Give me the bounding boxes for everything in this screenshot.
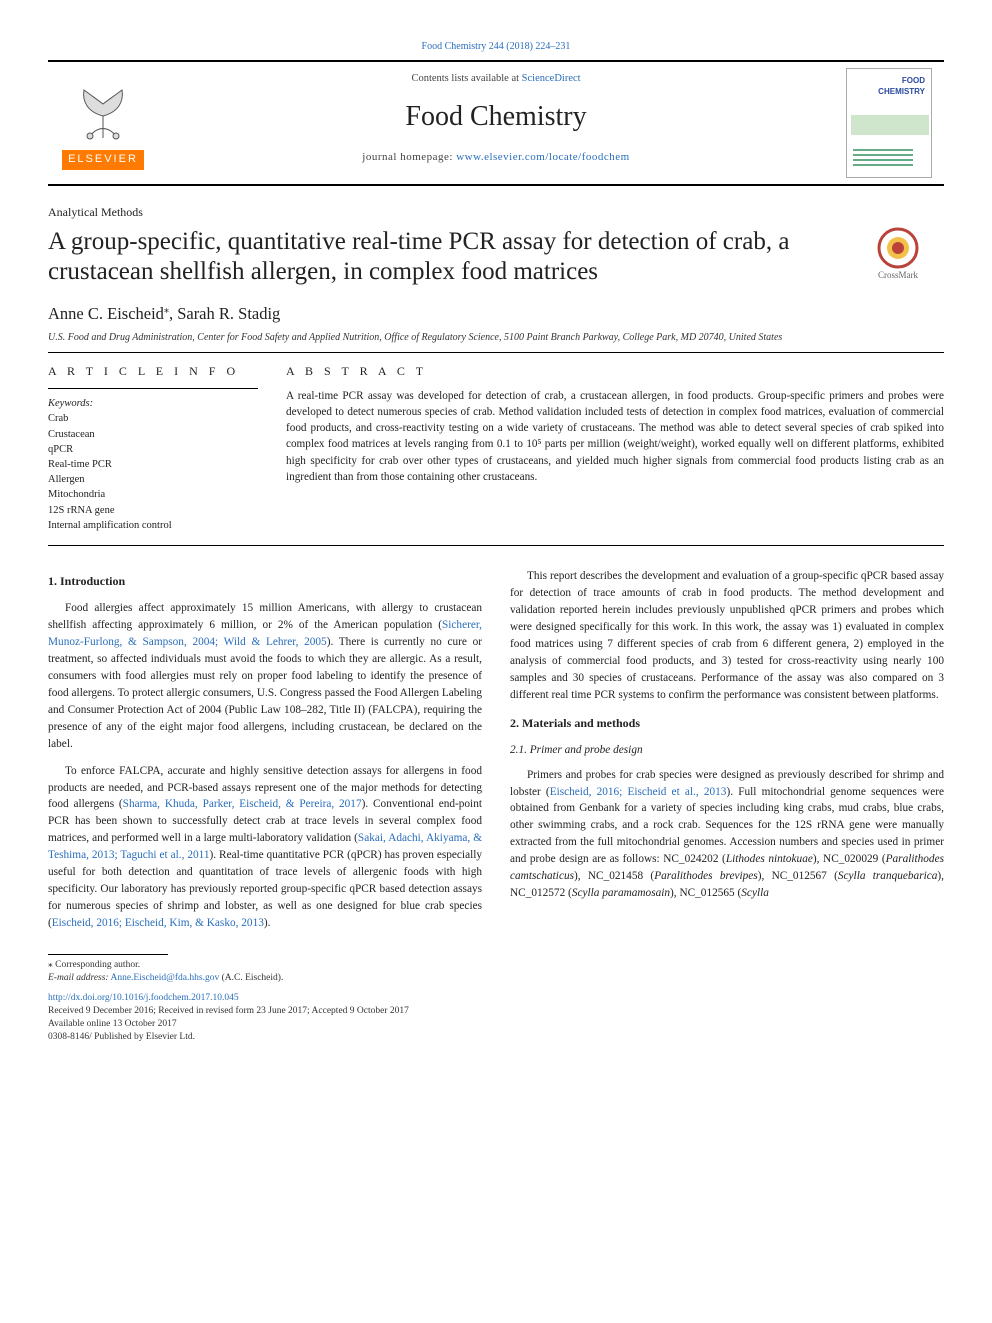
rule xyxy=(48,388,258,389)
email-line: E-mail address: Anne.Eischeid@fda.hhs.go… xyxy=(48,972,944,985)
email-label: E-mail address: xyxy=(48,973,109,983)
abstract-column: A B S T R A C T A real-time PCR assay wa… xyxy=(286,363,944,533)
contents-prefix: Contents lists available at xyxy=(411,73,521,84)
article-info-column: A R T I C L E I N F O Keywords: Crab Cru… xyxy=(48,363,258,533)
species-name: Scylla xyxy=(741,887,769,899)
footer-block: ⁎ Corresponding author. E-mail address: … xyxy=(48,954,944,1045)
authors-line: Anne C. Eischeid⁎, Sarah R. Stadig xyxy=(48,302,944,325)
cover-decoration-lines xyxy=(853,149,913,169)
body-paragraph: Primers and probes for crab species were… xyxy=(510,767,944,903)
running-head-link[interactable]: Food Chemistry 244 (2018) 224–231 xyxy=(422,41,571,52)
keyword-item: Internal amplification control xyxy=(48,518,258,533)
publisher-wordmark: ELSEVIER xyxy=(62,150,144,169)
corresponding-author-note: ⁎ Corresponding author. xyxy=(48,959,944,972)
keyword-item: Allergen xyxy=(48,472,258,487)
corresponding-email-link[interactable]: Anne.Eischeid@fda.hhs.gov xyxy=(110,973,219,983)
sciencedirect-link[interactable]: ScienceDirect xyxy=(522,73,581,84)
footnote-rule xyxy=(48,954,168,955)
keyword-item: Crab xyxy=(48,411,258,426)
journal-cover-cell: FOOD CHEMISTRY xyxy=(834,62,944,184)
keywords-list: Crab Crustacean qPCR Real-time PCR Aller… xyxy=(48,411,258,533)
crossmark-label: CrossMark xyxy=(878,269,918,282)
body-paragraph: This report describes the development an… xyxy=(510,568,944,704)
email-paren: (A.C. Eischeid). xyxy=(219,973,283,983)
cover-decoration xyxy=(851,115,929,135)
journal-homepage-line: journal homepage: www.elsevier.com/locat… xyxy=(166,150,826,165)
keyword-item: Mitochondria xyxy=(48,487,258,502)
doi-line: http://dx.doi.org/10.1016/j.foodchem.201… xyxy=(48,992,944,1005)
citation[interactable]: Sharma, Khuda, Parker, Eischeid, & Perei… xyxy=(123,798,362,810)
crossmark-badge[interactable]: CrossMark xyxy=(852,227,944,282)
body-two-column: 1. Introduction Food allergies affect ap… xyxy=(48,568,944,932)
body-paragraph: To enforce FALCPA, accurate and highly s… xyxy=(48,763,482,932)
affiliation: U.S. Food and Drug Administration, Cente… xyxy=(48,331,944,344)
citation[interactable]: Eischeid, 2016; Eischeid, Kim, & Kasko, … xyxy=(52,917,264,929)
journal-header-center: Contents lists available at ScienceDirec… xyxy=(158,62,834,184)
section-2-1-heading: 2.1. Primer and probe design xyxy=(510,742,944,759)
elsevier-tree-icon xyxy=(68,76,138,146)
publisher-logo-cell: ELSEVIER xyxy=(48,62,158,184)
journal-header-band: ELSEVIER Contents lists available at Sci… xyxy=(48,60,944,186)
title-row: A group-specific, quantitative real-time… xyxy=(48,227,944,288)
journal-cover-thumb: FOOD CHEMISTRY xyxy=(846,68,932,178)
section-2-heading: 2. Materials and methods xyxy=(510,714,944,732)
keyword-item: 12S rRNA gene xyxy=(48,503,258,518)
journal-title: Food Chemistry xyxy=(166,97,826,136)
info-abstract-row: A R T I C L E I N F O Keywords: Crab Cru… xyxy=(48,352,944,546)
crossmark-icon xyxy=(877,227,919,269)
article-title: A group-specific, quantitative real-time… xyxy=(48,227,836,288)
keyword-item: Crustacean xyxy=(48,427,258,442)
doi-link[interactable]: http://dx.doi.org/10.1016/j.foodchem.201… xyxy=(48,993,239,1003)
section-1-heading: 1. Introduction xyxy=(48,572,482,590)
species-name: Scylla tranquebarica xyxy=(838,870,938,882)
keywords-label: Keywords: xyxy=(48,397,258,412)
page-root: Food Chemistry 244 (2018) 224–231 ELSEVI… xyxy=(0,0,992,1075)
journal-homepage-link[interactable]: www.elsevier.com/locate/foodchem xyxy=(456,151,630,163)
issn-publisher: 0308-8146/ Published by Elsevier Ltd. xyxy=(48,1031,944,1044)
running-head: Food Chemistry 244 (2018) 224–231 xyxy=(48,40,944,54)
cover-title: FOOD CHEMISTRY xyxy=(878,75,925,97)
author-rest: , Sarah R. Stadig xyxy=(169,304,280,323)
citation[interactable]: Eischeid, 2016; Eischeid et al., 2013 xyxy=(550,786,727,798)
article-section-type: Analytical Methods xyxy=(48,204,944,221)
homepage-prefix: journal homepage: xyxy=(362,151,456,163)
species-name: Scylla paramamosain xyxy=(572,887,670,899)
keyword-item: Real-time PCR xyxy=(48,457,258,472)
keyword-item: qPCR xyxy=(48,442,258,457)
article-info-heading: A R T I C L E I N F O xyxy=(48,363,258,380)
species-name: Lithodes nintokuae xyxy=(726,853,813,865)
article-history: Received 9 December 2016; Received in re… xyxy=(48,1005,944,1018)
abstract-heading: A B S T R A C T xyxy=(286,363,944,380)
body-paragraph: Food allergies affect approximately 15 m… xyxy=(48,600,482,752)
available-online: Available online 13 October 2017 xyxy=(48,1018,944,1031)
author-1: Anne C. Eischeid xyxy=(48,304,164,323)
abstract-text: A real-time PCR assay was developed for … xyxy=(286,388,944,485)
species-name: Paralithodes brevipes xyxy=(654,870,758,882)
contents-line: Contents lists available at ScienceDirec… xyxy=(166,72,826,87)
